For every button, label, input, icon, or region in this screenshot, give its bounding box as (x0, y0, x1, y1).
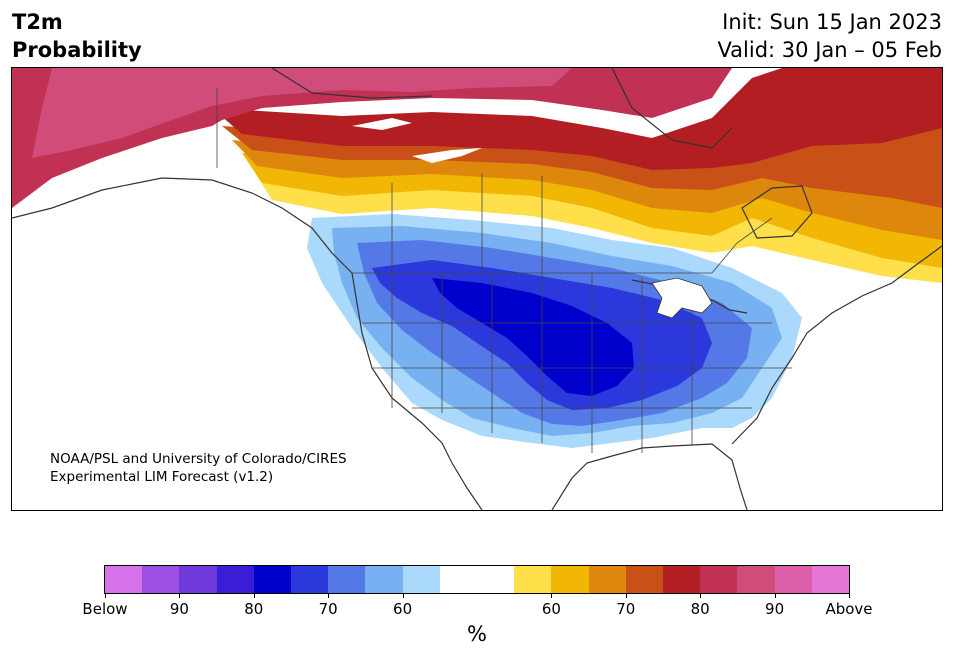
colorbar-tick-label: Below (82, 600, 128, 618)
colorbar-segment (700, 566, 738, 593)
colorbar-tick-label: 90 (169, 600, 189, 618)
northern-lake-2 (412, 148, 482, 163)
colorbar-segment (291, 566, 329, 593)
colorbar-unit: % (467, 622, 487, 646)
colorbar-tick-label: Above (825, 600, 873, 618)
colorbar-segment (663, 566, 701, 593)
credit-line-1: NOAA/PSL and University of Colorado/CIRE… (50, 451, 347, 467)
colorbar-segment (105, 566, 143, 593)
credit-text: NOAA/PSL and University of Colorado/CIRE… (50, 450, 347, 486)
colorbar-tick-mark (179, 593, 181, 598)
colorbar-tick-mark (328, 593, 330, 598)
map-panel: NOAA/PSL and University of Colorado/CIRE… (11, 67, 943, 511)
contour-below (432, 278, 634, 396)
colorbar-segment (402, 566, 440, 593)
colorbar-segment (514, 566, 552, 593)
forecast-dates: Init: Sun 15 Jan 2023 Valid: 30 Jan – 05… (717, 8, 942, 64)
colorbar-tick-mark (105, 593, 106, 598)
political-borders (216, 88, 792, 453)
colorbar-segment (588, 566, 626, 593)
colorbar-segment (551, 566, 589, 593)
colorbar-segment (737, 566, 775, 593)
colorbar (104, 565, 850, 594)
contour-above-3 (32, 68, 572, 158)
colorbar-segment (328, 566, 366, 593)
colorbar-tick-mark (774, 593, 776, 598)
colorbar-tick-label: 70 (318, 600, 338, 618)
colorbar-segment (811, 566, 850, 593)
probability-map (12, 68, 942, 510)
colorbar-tick-label: 90 (765, 600, 785, 618)
title-line-1: T2m (12, 10, 63, 34)
colorbar-segment (142, 566, 180, 593)
colorbar-tick-mark (700, 593, 702, 598)
credit-line-2: Experimental LIM Forecast (v1.2) (50, 469, 274, 485)
colorbar-segment (216, 566, 254, 593)
init-date: Init: Sun 15 Jan 2023 (722, 10, 942, 34)
colorbar-segment (625, 566, 664, 593)
colorbar-tick-mark (253, 593, 255, 598)
colorbar-tick-label: 80 (690, 600, 710, 618)
colorbar-tick-label: 80 (244, 600, 264, 618)
colorbar-tick-mark (625, 593, 627, 598)
colorbar-tick-label: 60 (541, 600, 561, 618)
colorbar-tick-mark (849, 593, 850, 598)
colorbar-tick-mark (402, 593, 404, 598)
colorbar-tick-label: 60 (393, 600, 413, 618)
colorbar-segment (774, 566, 812, 593)
colorbar-segment (253, 566, 292, 593)
great-lakes (651, 277, 713, 319)
colorbar-segment (439, 566, 478, 593)
contour-warm-60 (252, 168, 942, 283)
contour-warm-70 (242, 153, 942, 268)
northern-lake-1 (352, 118, 412, 130)
map-title: T2m Probability (12, 8, 142, 64)
valid-date: Valid: 30 Jan – 05 Feb (717, 38, 942, 62)
colorbar-segment (365, 566, 403, 593)
colorbar-segment (179, 566, 217, 593)
colorbar-segment (477, 566, 515, 593)
colorbar-tick-mark (551, 593, 553, 598)
title-line-2: Probability (12, 38, 142, 62)
colorbar-tick-label: 70 (616, 600, 636, 618)
contour-above-1 (212, 68, 942, 170)
